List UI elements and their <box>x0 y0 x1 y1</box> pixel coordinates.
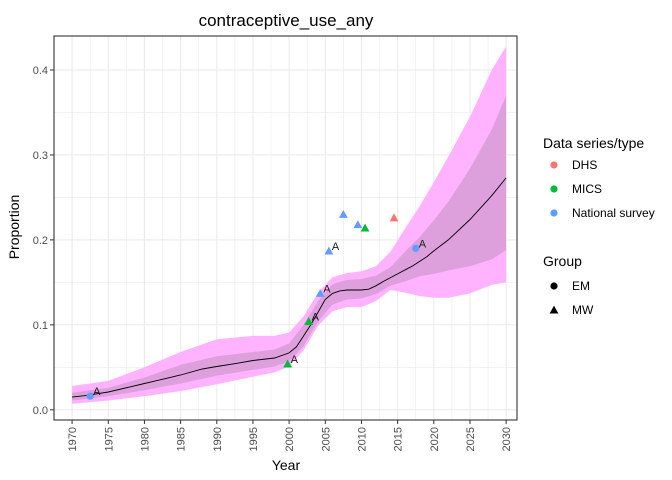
data-point-national-survey-em <box>412 244 420 252</box>
data-point-label: A <box>93 386 101 398</box>
data-point-label: A <box>323 283 331 295</box>
x-axis: 1970 1975 1980 1985 1990 1995 2000 2005 2010 2015… <box>67 420 513 451</box>
legend-key-national-survey <box>550 209 558 217</box>
data-point-label: A <box>419 238 427 250</box>
outer-uncertainty-band <box>72 46 507 404</box>
legend-label-mics: MICS <box>572 182 602 196</box>
x-axis-title: Year <box>272 457 301 473</box>
x-tick-label: 1995 <box>248 427 260 451</box>
x-tick-label: 2010 <box>356 427 368 451</box>
x-tick-label: 1980 <box>139 427 151 451</box>
x-tick-label: 1985 <box>176 427 188 451</box>
data-point-mics-mw <box>360 223 370 232</box>
legend-key-mics <box>550 185 558 193</box>
panel-border <box>53 35 518 421</box>
x-tick-label: 2020 <box>429 427 441 451</box>
legend-label-mw: MW <box>572 303 594 317</box>
data-point-national-survey-mw <box>315 289 325 297</box>
inner-uncertainty-band <box>72 95 507 401</box>
y-axis: 0.0 0.1 0.2 0.3 0.4 <box>33 65 54 417</box>
data-point-label: A <box>291 354 299 366</box>
x-tick-label: 2030 <box>501 427 513 451</box>
x-tick-label: 2025 <box>465 427 477 451</box>
legend-group-title: Group <box>543 253 582 269</box>
legend-label-dhs: DHS <box>572 158 597 172</box>
y-axis-title: Proportion <box>6 195 22 260</box>
x-tick-label: 2005 <box>320 427 332 451</box>
legend-key-circle <box>550 282 558 290</box>
data-point-mics-mw <box>304 317 314 325</box>
data-point-mics-mw <box>283 359 293 368</box>
legend-series-title: Data series/type <box>543 135 644 151</box>
chart-title: contraceptive_use_any <box>199 11 374 30</box>
legend-key-dhs <box>550 161 558 169</box>
y-tick-label: 0.1 <box>33 320 48 332</box>
legend-series-entries: DHS MICS National survey <box>550 158 655 220</box>
y-tick-label: 0.0 <box>33 405 48 417</box>
plot-panel: A A A A A A <box>53 35 518 421</box>
y-tick-label: 0.3 <box>33 150 48 162</box>
legend-label-em: EM <box>572 279 590 293</box>
median-line <box>72 177 507 398</box>
y-tick-label: 0.4 <box>33 65 48 77</box>
x-tick-label: 2015 <box>393 427 405 451</box>
data-point-dhs-mw <box>389 213 399 222</box>
y-tick-label: 0.2 <box>33 235 48 247</box>
data-point-national-survey-mw <box>324 246 334 255</box>
x-tick-label: 1975 <box>103 427 115 451</box>
data-points: A A A A A A <box>86 210 427 400</box>
x-tick-label: 2000 <box>284 427 296 451</box>
data-point-national-survey-mw <box>338 210 348 218</box>
x-tick-label: 1970 <box>67 427 79 451</box>
legend-label-national-survey: National survey <box>572 206 655 220</box>
legend-group-entries: EM MW <box>549 279 594 317</box>
data-point-national-survey-em <box>86 392 94 400</box>
data-point-national-survey-mw <box>353 220 363 229</box>
data-point-label: A <box>312 311 320 323</box>
legend-key-triangle <box>549 305 559 314</box>
x-tick-label: 1990 <box>212 427 224 451</box>
data-point-label: A <box>332 241 340 253</box>
